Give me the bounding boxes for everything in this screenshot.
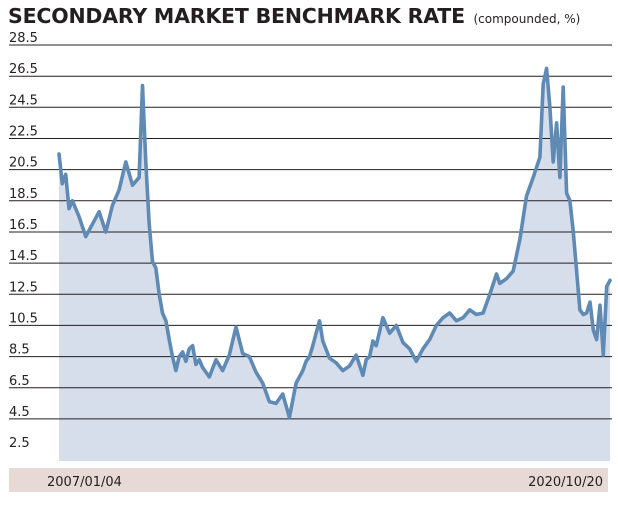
series-area [59, 68, 610, 462]
y-tick-label: 28.5 [9, 31, 38, 46]
chart-title: SECONDARY MARKET BENCHMARK RATE [8, 4, 465, 28]
y-tick-label: 2.5 [9, 436, 30, 451]
chart-title-row: SECONDARY MARKET BENCHMARK RATE (compoun… [8, 4, 613, 34]
y-tick-label: 18.5 [9, 187, 38, 202]
x-tick-label-start: 2007/01/04 [47, 475, 122, 490]
x-tick-label-end: 2020/10/20 [528, 475, 603, 490]
series-line [57, 66, 612, 420]
y-tick-label: 20.5 [9, 156, 38, 171]
y-tick-label: 26.5 [9, 62, 38, 77]
y-tick-label: 10.5 [9, 311, 38, 326]
y-tick-label: 12.5 [9, 280, 38, 295]
y-tick-label: 14.5 [9, 249, 38, 264]
y-tick-label: 8.5 [9, 343, 30, 358]
y-tick-label: 16.5 [9, 218, 38, 233]
y-tick-label: 22.5 [9, 125, 38, 140]
x-axis-band [9, 468, 608, 492]
y-tick-label: 24.5 [9, 93, 38, 108]
chart-subtitle: (compounded, %) [473, 12, 581, 26]
y-tick-label: 4.5 [9, 405, 30, 420]
y-tick-label: 6.5 [9, 374, 30, 389]
